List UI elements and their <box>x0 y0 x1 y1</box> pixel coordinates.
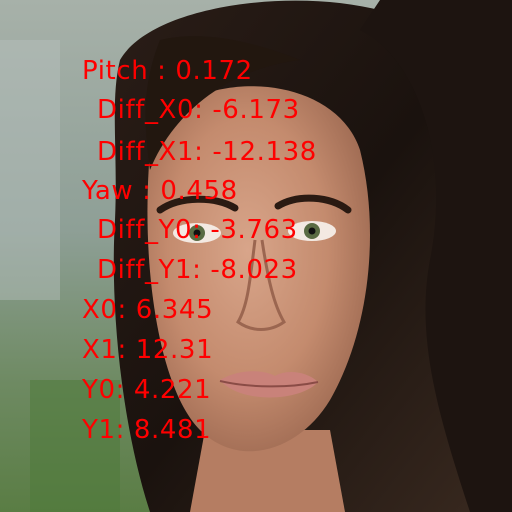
y0-value-text: Y0: 4.221 <box>82 375 212 405</box>
hair-fringe <box>145 36 300 170</box>
left-pupil <box>193 229 201 237</box>
face <box>147 86 370 452</box>
diff-y0-value-text: Diff_Y0: -3.763 <box>97 215 298 245</box>
left-eyebrow <box>156 195 239 214</box>
neck <box>190 430 345 512</box>
pitch-value-text: Pitch : 0.172 <box>82 56 253 86</box>
x0-value-text: X0: 6.345 <box>82 295 214 325</box>
y1-value-text: Y1: 8.481 <box>82 415 212 445</box>
nose <box>236 239 286 331</box>
background-foliage <box>30 380 120 512</box>
diff-x1-value-text: Diff_X1: -12.138 <box>97 137 317 167</box>
diff-x0-value-text: Diff_X0: -6.173 <box>97 95 300 125</box>
lip-line <box>219 380 319 388</box>
diff-y1-value-text: Diff_Y1: -8.023 <box>97 255 298 285</box>
background-building <box>0 40 60 300</box>
right-eyebrow <box>274 194 352 214</box>
hair-strand-right <box>360 0 512 512</box>
right-pupil <box>308 227 316 235</box>
lips <box>220 371 318 398</box>
yaw-value-text: Yaw : 0.458 <box>82 176 238 206</box>
x1-value-text: X1: 12.31 <box>82 335 214 365</box>
